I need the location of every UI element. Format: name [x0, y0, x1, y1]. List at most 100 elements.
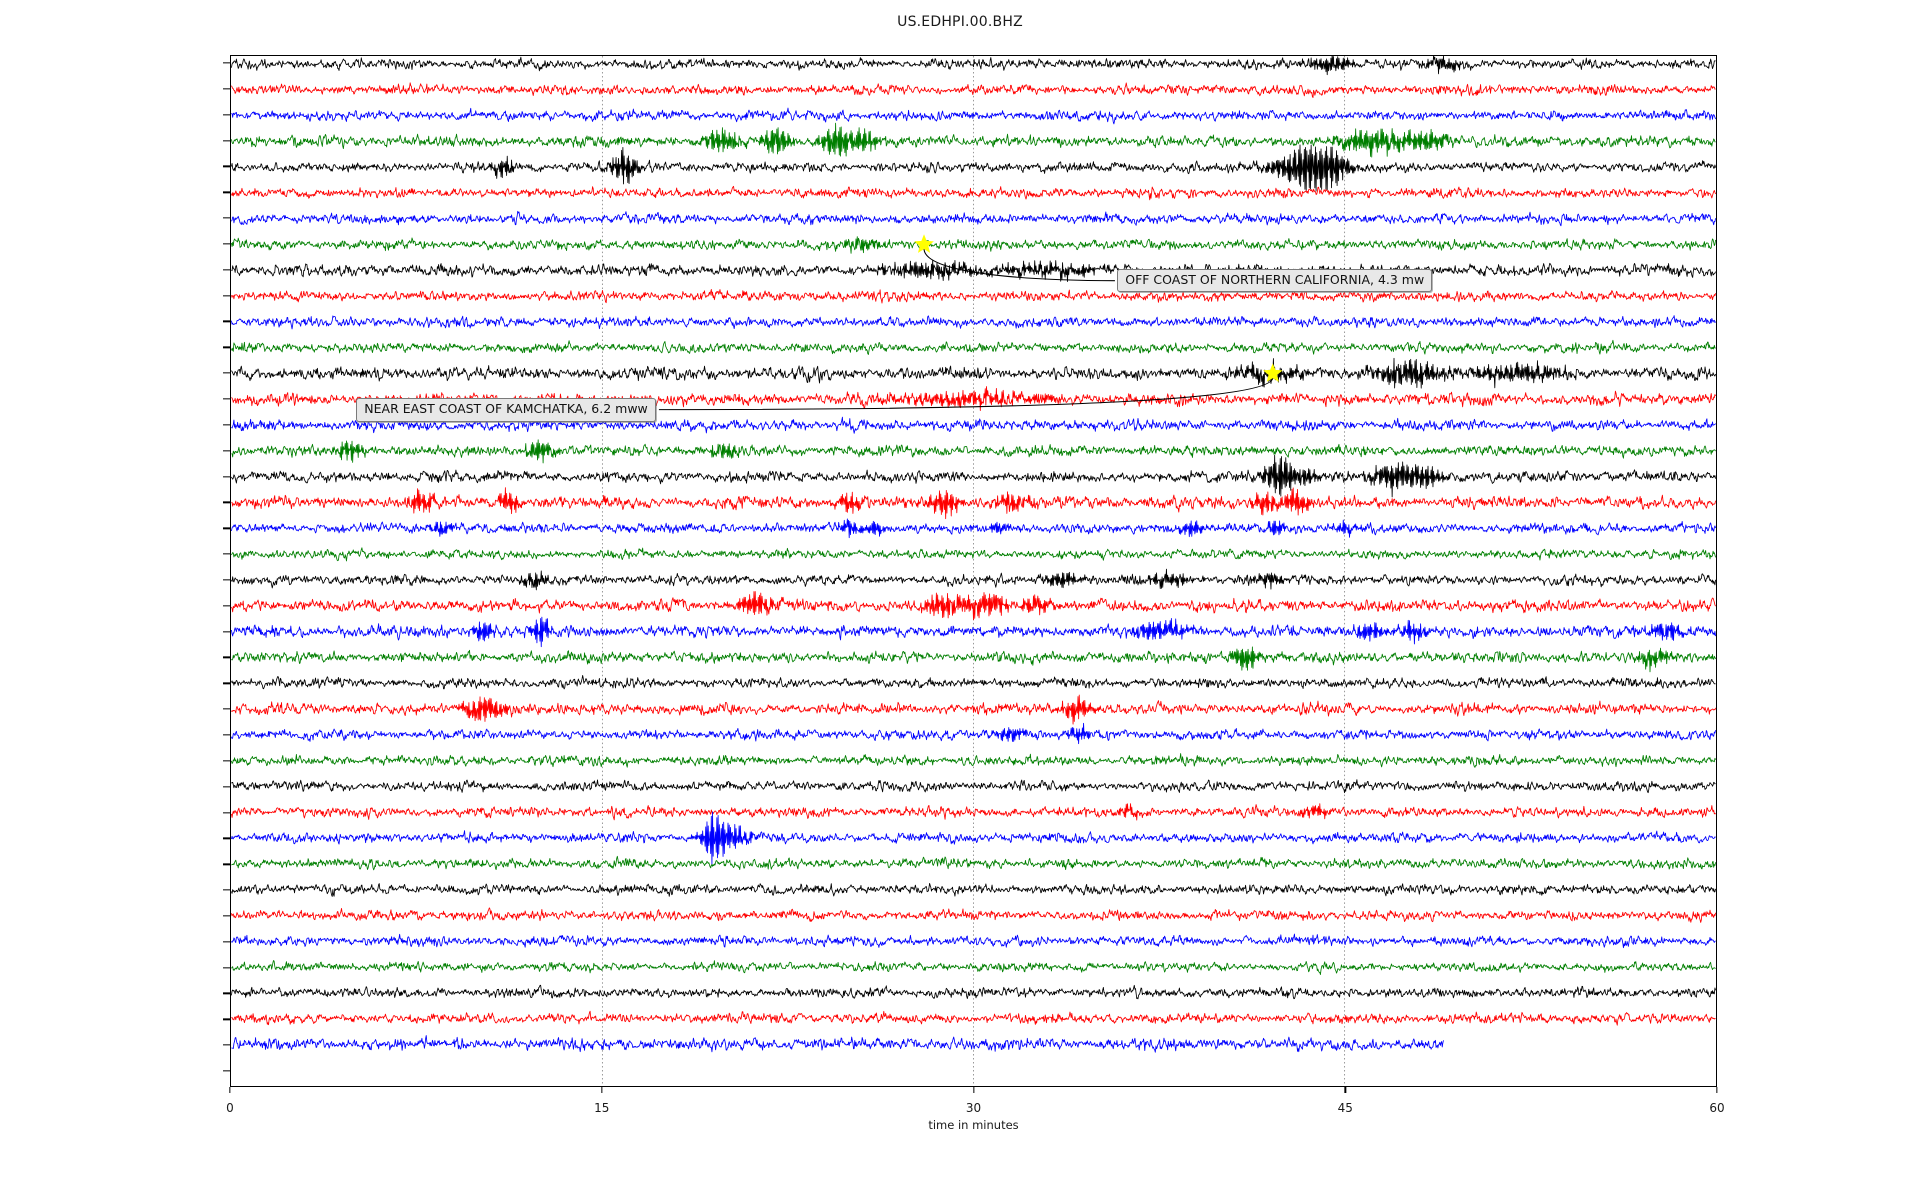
- trace-line: [231, 289, 1716, 304]
- y-tick-mark: [223, 1070, 230, 1072]
- event-annotation-label: NEAR EAST COAST OF KAMCHATKA, 6.2 mww: [356, 398, 656, 422]
- y-tick-mark: [223, 579, 230, 581]
- trace-line: [231, 753, 1716, 768]
- trace-line: [231, 56, 1716, 76]
- x-tick-mark: [1344, 1087, 1346, 1093]
- y-tick-mark: [223, 992, 230, 995]
- y-tick-mark: [223, 294, 230, 297]
- trace-line: [231, 803, 1716, 821]
- plot-area: [230, 55, 1717, 1087]
- trace-line: [231, 82, 1716, 99]
- page-title: US.EDHPI.00.BHZ: [897, 14, 1023, 30]
- y-tick-mark: [223, 915, 230, 917]
- trace-line: [231, 454, 1716, 498]
- y-tick-mark: [223, 1044, 230, 1046]
- x-tick-mark: [229, 1087, 231, 1093]
- trace-line: [231, 1035, 1444, 1053]
- trace-line: [231, 236, 1716, 254]
- y-tick-mark: [223, 269, 230, 271]
- y-tick-mark: [223, 217, 230, 219]
- y-tick-mark: [223, 889, 230, 891]
- y-tick-mark: [223, 62, 230, 64]
- x-tick-label: 15: [594, 1101, 610, 1115]
- y-tick-mark: [223, 605, 230, 607]
- y-tick-mark: [223, 139, 230, 142]
- trace-line: [231, 694, 1716, 725]
- x-tick-mark: [601, 1087, 603, 1093]
- y-tick-mark: [223, 114, 230, 116]
- y-tick-mark: [223, 527, 230, 529]
- y-tick-mark: [223, 424, 230, 426]
- trace-line: [231, 674, 1716, 690]
- event-annotation-label: OFF COAST OF NORTHERN CALIFORNIA, 4.3 mw: [1117, 269, 1433, 293]
- annotation-leader-line: [658, 377, 1274, 411]
- trace-line: [231, 933, 1716, 949]
- y-tick-mark: [223, 346, 230, 348]
- y-axis-tick-labels: 00:00:0701:00:0702:00:0703:00:0704:00:07…: [0, 55, 230, 1087]
- trace-line: [231, 907, 1716, 923]
- y-tick-mark: [223, 450, 230, 452]
- y-tick-mark: [223, 88, 230, 90]
- trace-line: [231, 315, 1716, 330]
- trace-line: [231, 779, 1716, 794]
- y-tick-mark: [223, 501, 230, 504]
- x-tick-label: 30: [965, 1101, 982, 1115]
- trace-line: [231, 616, 1716, 648]
- event-markers-layer: [658, 234, 1283, 411]
- annotation-leader-line: [923, 248, 1115, 282]
- trace-line: [231, 339, 1716, 355]
- y-tick-mark: [223, 863, 230, 865]
- y-tick-mark: [223, 243, 230, 245]
- trace-line: [231, 882, 1716, 897]
- y-tick-mark: [223, 760, 230, 762]
- y-tick-mark: [223, 734, 230, 736]
- trace-line: [231, 811, 1716, 866]
- trace-line: [231, 416, 1716, 434]
- trace-line: [231, 357, 1716, 389]
- y-tick-mark: [223, 708, 230, 710]
- y-tick-mark: [223, 553, 230, 555]
- y-tick-mark: [223, 837, 230, 840]
- trace-line: [231, 722, 1716, 745]
- event-star-icon: [1263, 363, 1283, 382]
- y-tick-mark: [223, 372, 230, 374]
- y-tick-mark: [223, 320, 230, 323]
- y-tick-mark: [223, 682, 230, 684]
- trace-line: [231, 984, 1716, 1000]
- y-tick-mark: [223, 475, 230, 478]
- y-tick-mark: [223, 630, 230, 633]
- trace-line: [231, 259, 1716, 282]
- y-tick-mark: [223, 191, 230, 193]
- trace-line: [231, 960, 1716, 975]
- x-axis-title: time in minutes: [928, 1118, 1019, 1132]
- y-tick-mark: [223, 966, 230, 969]
- trace-line: [231, 210, 1716, 227]
- trace-line: [231, 547, 1716, 562]
- trace-line: [231, 185, 1716, 201]
- trace-line: [231, 1010, 1716, 1026]
- trace-line: [231, 487, 1716, 520]
- x-tick-label: 45: [1337, 1101, 1353, 1115]
- x-tick-mark: [1716, 1087, 1718, 1093]
- x-tick-label: 60: [1709, 1101, 1725, 1115]
- trace-line: [231, 439, 1716, 464]
- y-tick-mark: [223, 1018, 230, 1020]
- trace-line: [231, 122, 1716, 158]
- x-axis-tick-labels: 0 15 30 45 60: [226, 1087, 1725, 1127]
- trace-line: [231, 107, 1716, 125]
- x-tick-label: 0: [226, 1101, 234, 1115]
- y-tick-mark: [223, 165, 230, 168]
- y-tick-mark: [223, 398, 230, 400]
- y-tick-mark: [223, 941, 230, 943]
- trace-line: [231, 568, 1716, 591]
- y-tick-mark: [223, 656, 230, 659]
- trace-line: [231, 144, 1716, 192]
- y-tick-mark: [223, 811, 230, 814]
- trace-line: [231, 591, 1716, 621]
- trace-line: [231, 646, 1716, 673]
- seismogram-traces: [231, 56, 1716, 1053]
- x-tick-mark: [972, 1087, 975, 1093]
- y-tick-mark: [223, 786, 230, 788]
- event-star-icon: [914, 234, 934, 253]
